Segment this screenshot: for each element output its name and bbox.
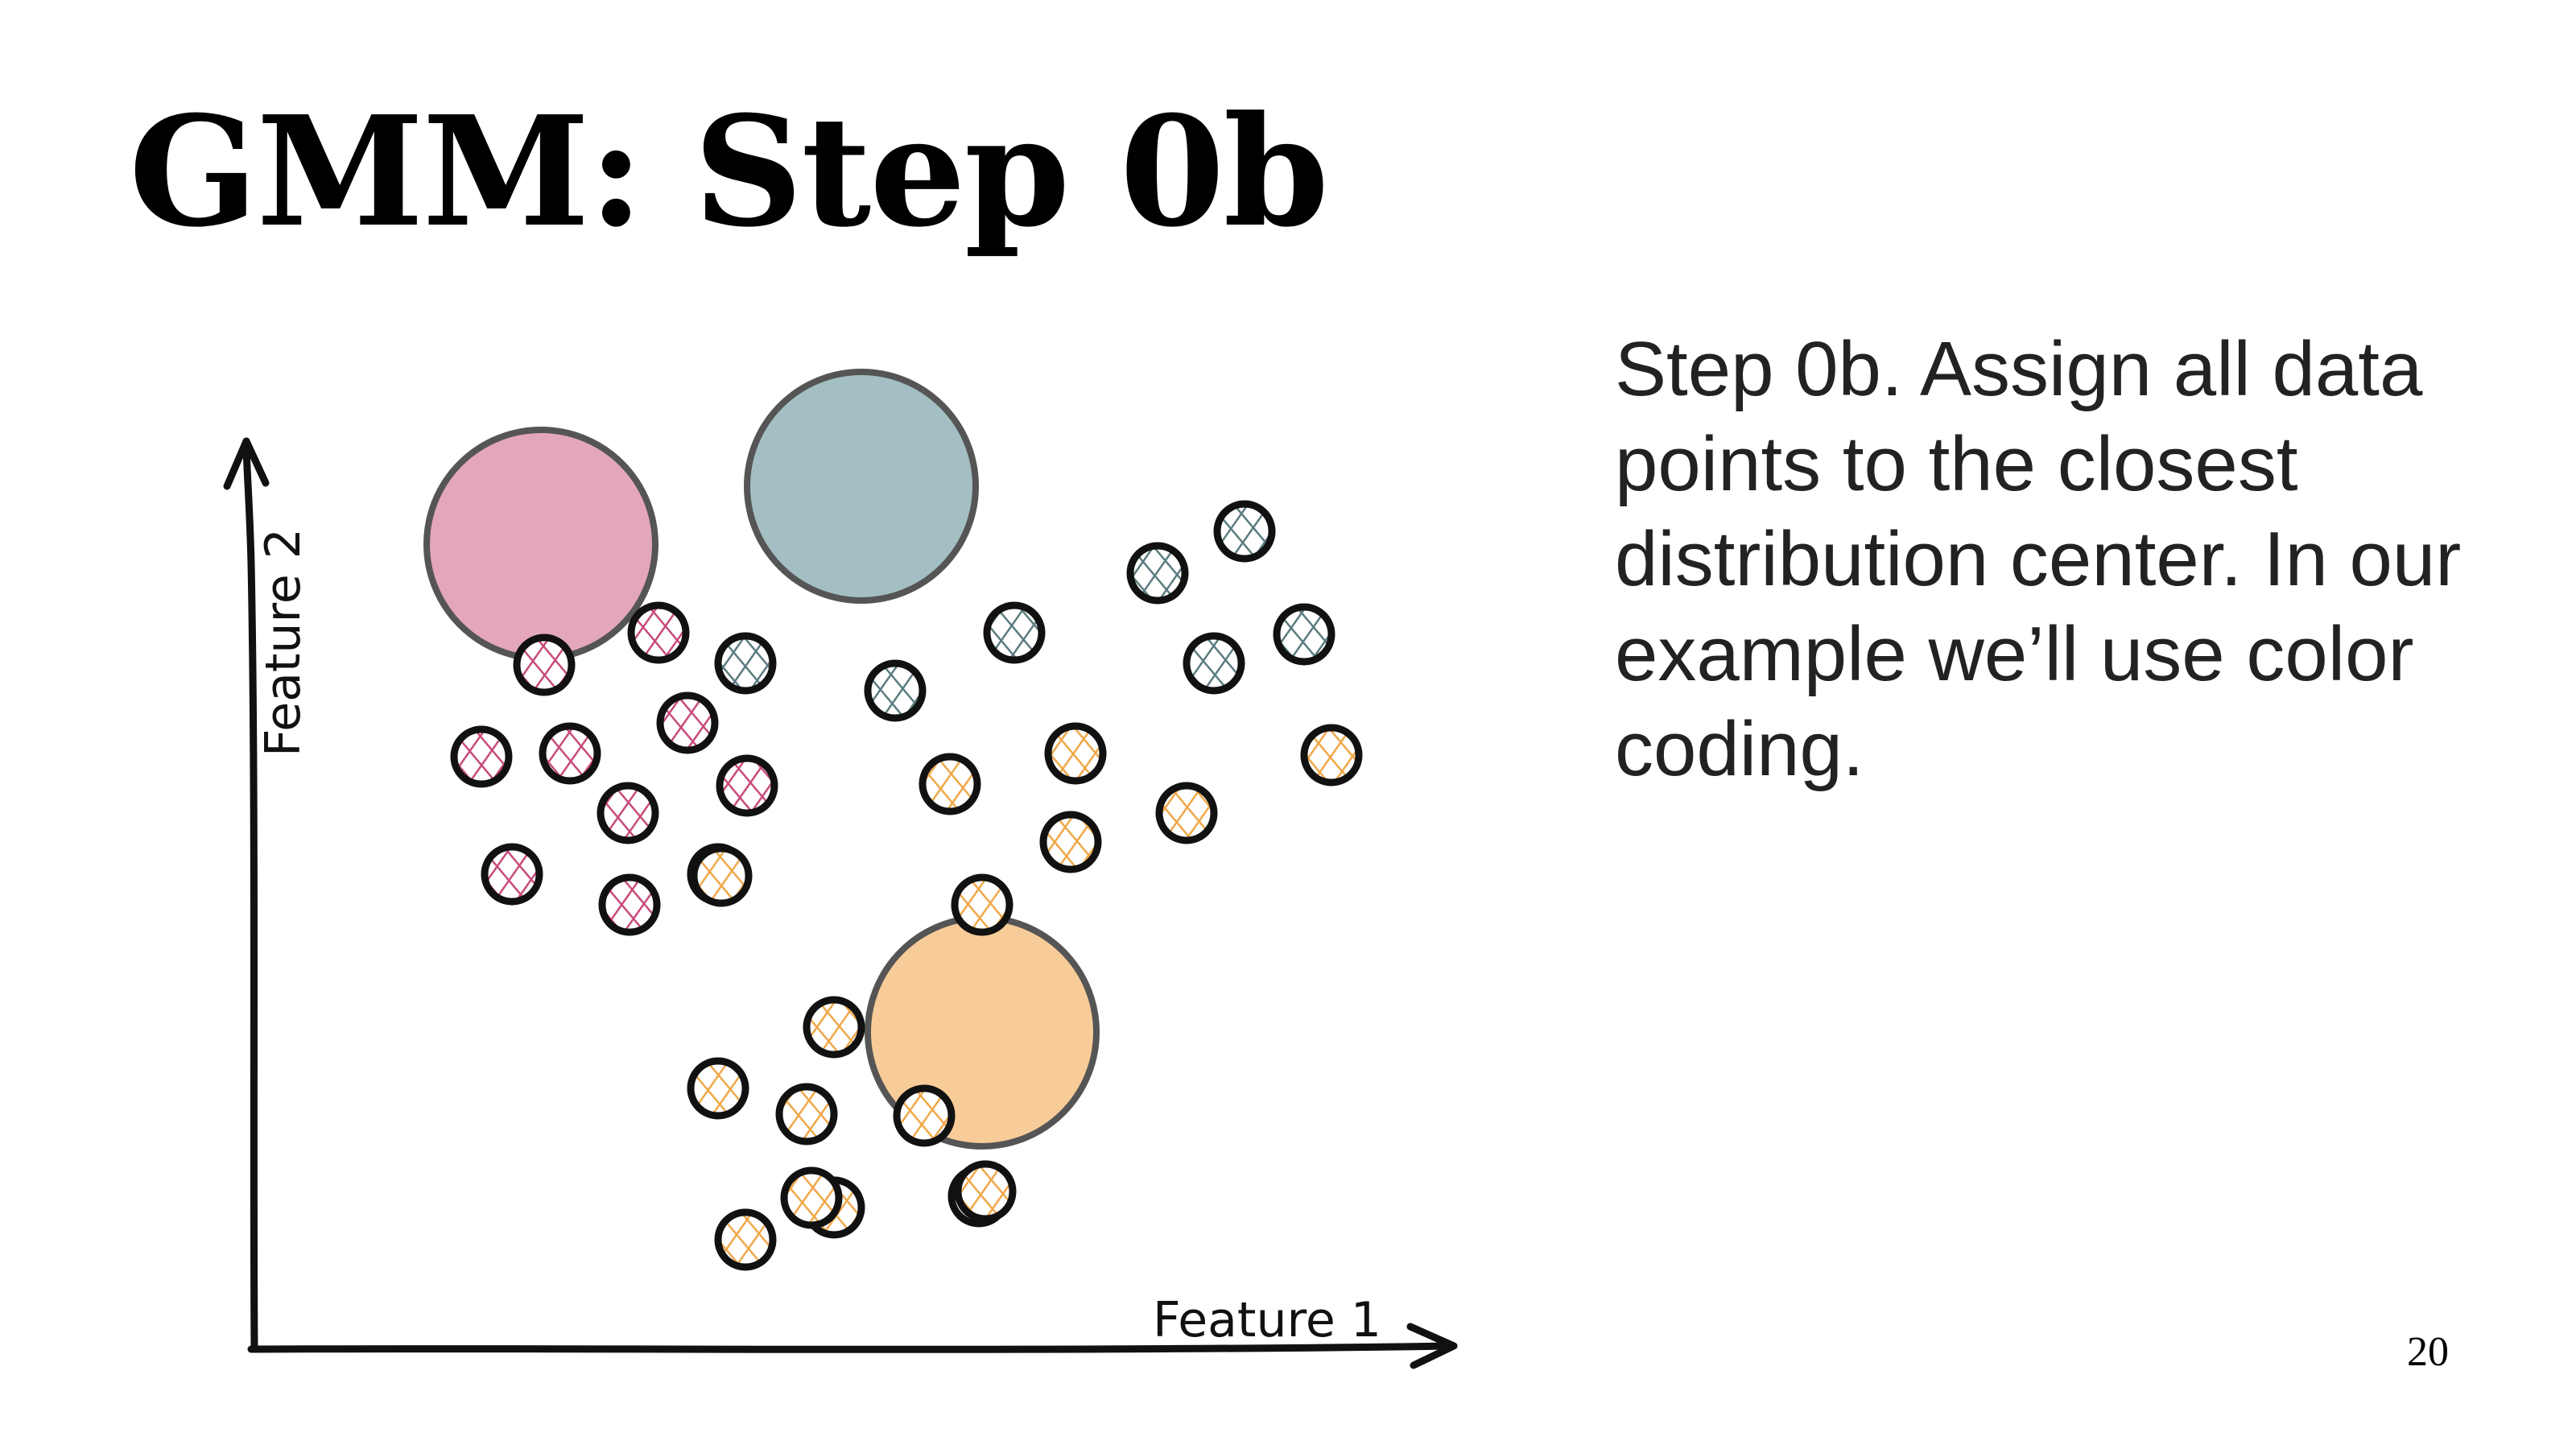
- center-teal: [744, 369, 979, 604]
- page-number: 20: [2407, 1329, 2449, 1375]
- data-point-teal: [864, 659, 927, 722]
- data-point-teal: [1126, 542, 1189, 605]
- data-point-pink: [450, 725, 513, 788]
- data-point-orange: [803, 996, 865, 1059]
- data-point-orange: [1155, 782, 1218, 844]
- slide-body-text: Step 0b. Assign all data points to the c…: [1615, 326, 2462, 792]
- data-point-orange: [1039, 811, 1102, 873]
- data-point-pink: [513, 634, 576, 696]
- data-point-orange: [893, 1084, 956, 1147]
- data-point-pink: [656, 691, 719, 754]
- data-point-orange: [919, 753, 981, 815]
- data-point-orange: [687, 1057, 749, 1120]
- data-point-pink: [539, 722, 601, 785]
- data-point-orange: [951, 873, 1013, 936]
- data-point-teal: [1213, 500, 1276, 563]
- x-axis-arrowhead: [1406, 1323, 1458, 1369]
- distribution-centers: [423, 369, 1100, 1150]
- data-point-orange: [780, 1166, 843, 1229]
- x-axis-label: Feature 1: [1153, 1292, 1381, 1348]
- data-point-pink: [481, 843, 543, 906]
- data-point-pink: [598, 873, 661, 936]
- y-axis: [242, 437, 258, 1353]
- data-point-orange: [1300, 724, 1363, 786]
- data-point-orange: [714, 1208, 777, 1271]
- data-point-teal: [983, 601, 1046, 664]
- slide-title: GMM: Step 0b: [129, 83, 1329, 261]
- data-point-teal: [1273, 603, 1335, 666]
- data-point-orange: [954, 1160, 1017, 1223]
- data-point-teal: [714, 632, 777, 695]
- data-point-pink: [627, 601, 690, 664]
- data-point-teal: [1183, 632, 1245, 695]
- y-axis-arrowhead: [223, 437, 270, 490]
- x-axis: [247, 1342, 1453, 1353]
- center-pink: [423, 427, 658, 662]
- data-point-pink: [716, 754, 778, 817]
- data-point-orange: [1044, 722, 1107, 785]
- data-point-pink: [597, 782, 659, 844]
- data-points: [450, 500, 1363, 1271]
- data-point-orange: [690, 844, 753, 907]
- data-point-orange: [775, 1083, 838, 1146]
- y-axis-label: Feature 2: [255, 528, 312, 757]
